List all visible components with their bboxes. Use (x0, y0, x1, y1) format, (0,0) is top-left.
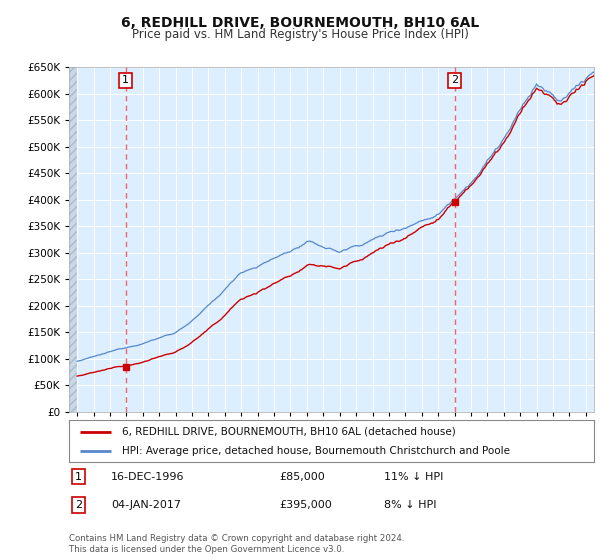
Text: 8% ↓ HPI: 8% ↓ HPI (384, 500, 437, 510)
Text: 1: 1 (75, 472, 82, 482)
Text: Price paid vs. HM Land Registry's House Price Index (HPI): Price paid vs. HM Land Registry's House … (131, 28, 469, 41)
Text: 6, REDHILL DRIVE, BOURNEMOUTH, BH10 6AL (detached house): 6, REDHILL DRIVE, BOURNEMOUTH, BH10 6AL … (121, 427, 455, 437)
Text: HPI: Average price, detached house, Bournemouth Christchurch and Poole: HPI: Average price, detached house, Bour… (121, 446, 509, 456)
Text: 16-DEC-1996: 16-DEC-1996 (111, 472, 185, 482)
Text: £85,000: £85,000 (279, 472, 325, 482)
Text: 2: 2 (75, 500, 82, 510)
Text: 04-JAN-2017: 04-JAN-2017 (111, 500, 181, 510)
Text: 11% ↓ HPI: 11% ↓ HPI (384, 472, 443, 482)
Text: 6, REDHILL DRIVE, BOURNEMOUTH, BH10 6AL: 6, REDHILL DRIVE, BOURNEMOUTH, BH10 6AL (121, 16, 479, 30)
Polygon shape (69, 67, 77, 412)
Text: £395,000: £395,000 (279, 500, 332, 510)
Text: 2: 2 (451, 76, 458, 86)
Text: Contains HM Land Registry data © Crown copyright and database right 2024.
This d: Contains HM Land Registry data © Crown c… (69, 534, 404, 554)
Text: 1: 1 (122, 76, 129, 86)
